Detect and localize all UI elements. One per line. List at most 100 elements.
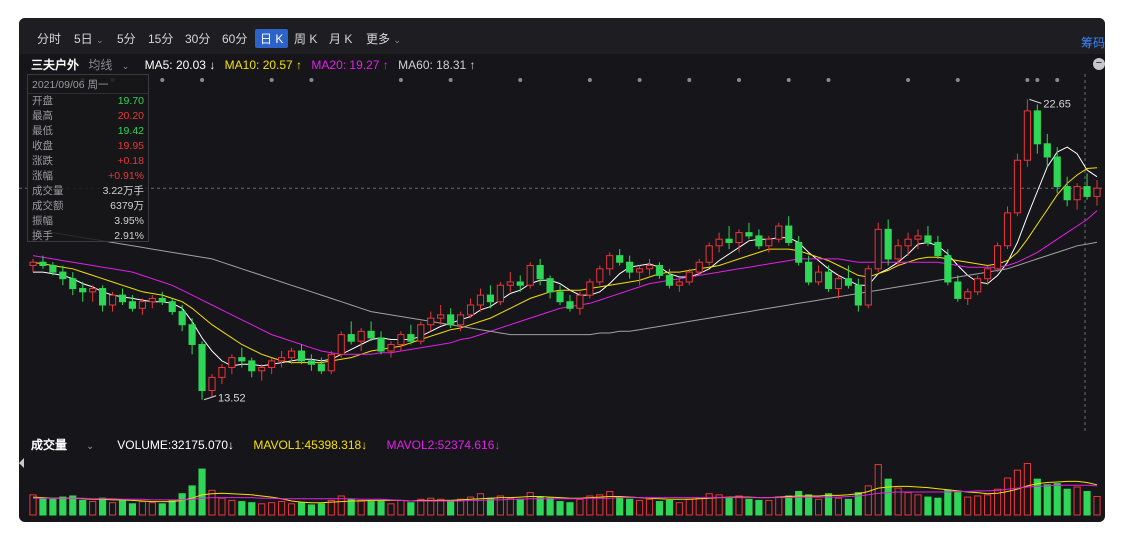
candle-body <box>447 314 455 326</box>
tab-intraday[interactable]: 分时 <box>37 32 62 46</box>
event-marker-dot <box>906 78 911 82</box>
volume-bar <box>457 498 465 516</box>
candle-body <box>675 281 683 286</box>
event-marker-dot <box>1055 78 1060 82</box>
volume-bar <box>228 499 236 516</box>
candle-body <box>387 343 395 352</box>
candle-body <box>725 238 733 243</box>
volume-bar <box>715 494 723 516</box>
high-annotation-arrow <box>1029 98 1042 104</box>
candle-body <box>934 241 942 257</box>
high-price-label: 22.65 <box>1043 98 1071 110</box>
event-marker-dot <box>637 78 642 82</box>
candle-body <box>417 324 425 342</box>
candle-body <box>1013 159 1022 214</box>
candle-body <box>1063 186 1071 201</box>
series-line-mavol2 <box>33 484 1098 502</box>
candle-body <box>844 278 852 286</box>
ma-legend: 三夫户外 均线 ⌄ MA5: 20.03 ↓ MA10: 20.57 ↑ MA2… <box>31 56 482 74</box>
tab-15min[interactable]: 15分 <box>148 32 174 46</box>
volume-bar <box>486 497 495 516</box>
candle-body <box>337 334 345 355</box>
info-label: 成交量 <box>32 185 64 197</box>
ma-selector[interactable]: 均线 ⌄ <box>88 58 130 72</box>
volume-bar <box>178 493 186 516</box>
volume-bar <box>566 502 574 516</box>
volume-bar <box>158 503 166 516</box>
candle-body <box>964 291 972 299</box>
info-value: +0.18 <box>117 155 144 167</box>
info-row: 换手 2.91% <box>28 229 148 244</box>
volume-bar <box>824 493 833 516</box>
candle-body <box>516 281 524 286</box>
candle-body <box>626 261 634 273</box>
tab-5min[interactable]: 5分 <box>117 32 136 46</box>
volume-bar <box>705 493 713 516</box>
candle-body <box>805 261 813 283</box>
candle-body <box>367 330 375 339</box>
candle-body <box>1083 186 1091 197</box>
tab-60min[interactable]: 60分 <box>222 32 248 46</box>
collapse-icon[interactable]: − <box>1093 58 1105 70</box>
chevron-down-icon: ⌄ <box>121 61 130 71</box>
candle-body <box>854 284 862 306</box>
candle-body <box>635 268 644 273</box>
volume-title[interactable]: 成交量 ⌄ <box>31 438 94 452</box>
volume-bar <box>944 489 952 516</box>
volume-bar <box>407 502 415 516</box>
volume-bar <box>278 501 286 516</box>
stock-name: 三夫户外 <box>31 58 80 72</box>
candle-body <box>765 238 773 247</box>
volume-bar <box>198 468 206 516</box>
chip-distribution-link[interactable]: 筹码 <box>1080 36 1105 50</box>
chevron-down-icon: ⌄ <box>96 35 104 45</box>
candle-body <box>476 294 485 306</box>
tab-5day[interactable]: 5日 ⌄ <box>74 32 104 46</box>
volume-bar <box>834 497 843 516</box>
candle-body <box>536 265 544 280</box>
volume-bar <box>347 498 355 516</box>
volume-bar <box>397 499 405 516</box>
tab-daily-k[interactable]: 日 K <box>255 29 289 48</box>
candle-body <box>705 245 713 263</box>
volume-bar <box>626 498 634 516</box>
info-value: +0.91% <box>108 170 144 182</box>
candle-body <box>39 261 47 267</box>
candle-body <box>138 301 146 309</box>
volume-bar <box>108 502 117 516</box>
tab-30min[interactable]: 30分 <box>185 32 211 46</box>
volume-bar <box>814 498 823 516</box>
info-row: 成交量 3.22万手 <box>28 184 148 199</box>
volume-bar <box>785 495 793 516</box>
tab-monthly-k[interactable]: 月 K <box>329 32 353 46</box>
volume-bar <box>755 499 763 516</box>
candle-body <box>944 255 952 283</box>
info-label: 涨幅 <box>32 170 53 182</box>
candle-body <box>268 360 276 368</box>
event-marker-dot <box>955 78 960 82</box>
info-value: 6379万 <box>110 200 144 212</box>
volume-bar <box>268 502 276 516</box>
volume-bar <box>317 503 325 516</box>
volume-bar <box>258 503 266 516</box>
tab-weekly-k[interactable]: 周 K <box>294 32 318 46</box>
info-value: 19.42 <box>117 125 144 137</box>
candle-body <box>188 324 196 345</box>
info-row: 振幅 3.95% <box>28 214 148 229</box>
info-value: 3.22万手 <box>102 185 144 197</box>
scroll-left-icon[interactable] <box>19 458 24 468</box>
candle-body <box>655 265 664 276</box>
tab-more[interactable]: 更多 ⌄ <box>366 32 401 46</box>
volume-bar <box>924 496 932 516</box>
candle-body <box>1043 143 1051 158</box>
volume-bar <box>675 502 683 516</box>
volume-bar <box>307 504 316 516</box>
candle-body <box>178 311 186 326</box>
volume-bar <box>59 496 67 516</box>
volume-bar <box>168 499 176 516</box>
volume-bar <box>655 501 664 516</box>
candle-body <box>974 278 982 293</box>
volume-bar <box>89 501 97 516</box>
event-marker-dot <box>1025 78 1030 82</box>
ohlc-info-box: 2021/09/06 周一 开盘 19.70 最高 20.20 最低 19.42 收盘 19.… <box>27 74 149 242</box>
